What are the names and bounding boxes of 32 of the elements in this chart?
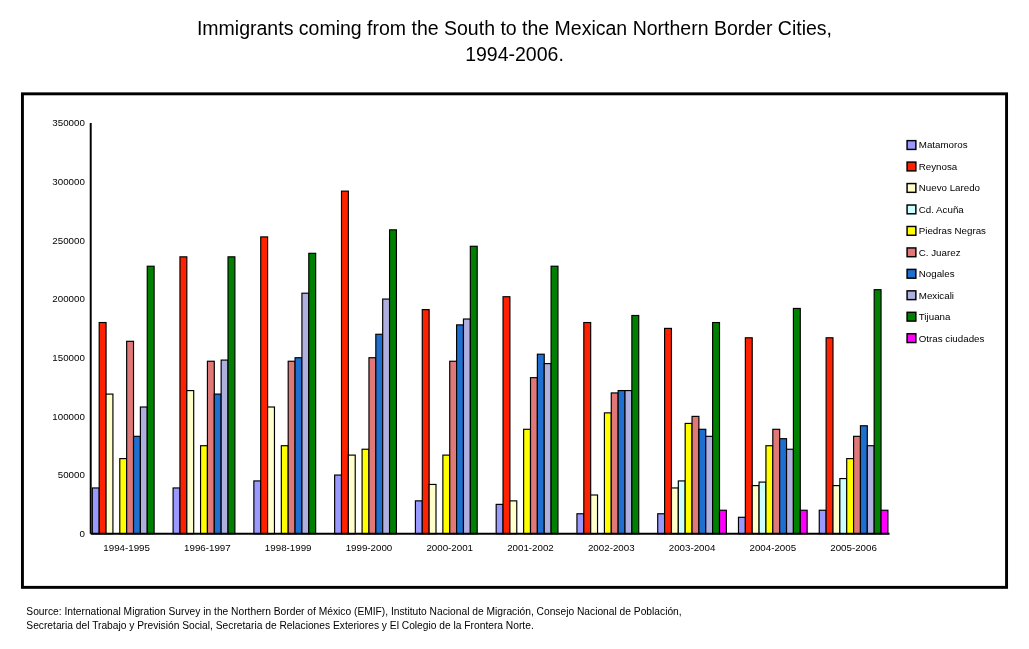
legend-label: Otras ciudades <box>918 332 985 344</box>
legend-label: C. Juarez <box>918 246 961 258</box>
y-tick-label: 300000 <box>52 176 86 188</box>
x-tick-label: 2001-2002 <box>507 542 554 554</box>
y-tick-label: 350000 <box>52 117 86 129</box>
legend-label: Reynosa <box>918 160 958 172</box>
text: Secretaria del Trabajo y Previsión Social, Secretaria de Relaciones Exteriores y El Colegio de la Frontera Norte. <box>26 620 534 632</box>
legend-label: Mexicali <box>918 289 954 301</box>
legend-label: Cd. Acuña <box>918 203 965 215</box>
x-tick-label: 2003-2004 <box>668 542 716 554</box>
y-tick-label: 200000 <box>52 293 86 305</box>
legend-label: Nuevo Laredo <box>918 182 981 194</box>
source-note: Source: International Migration Survey in the Northern Border of México (EMIF), Instituto Nacional de Migración, Consejo Nacional de Población, <box>26 605 682 617</box>
x-tick-label: 2004-2005 <box>749 542 797 554</box>
x-tick-label: 2002-2003 <box>587 542 635 554</box>
x-tick-label: 2005-2006 <box>830 542 877 554</box>
y-tick-label: 100000 <box>52 410 86 422</box>
legend-label: Piedras Negras <box>918 225 987 237</box>
legend-label: Tijuana <box>918 311 951 323</box>
x-tick-label: 1994-1995 <box>103 542 151 554</box>
y-tick-label: 0 <box>79 528 86 540</box>
x-tick-label: 1999-2000 <box>345 542 393 554</box>
x-tick-label: 2000-2001 <box>426 542 474 554</box>
chart-subtitle: 1994-2006. <box>465 42 564 65</box>
y-tick-label: 50000 <box>57 469 86 481</box>
legend-label: Nogales <box>918 268 955 280</box>
y-tick-label: 150000 <box>52 352 86 364</box>
x-tick-label: 1996-1997 <box>184 542 231 554</box>
y-tick-label: 250000 <box>52 234 86 246</box>
x-tick-label: 1998-1999 <box>264 542 312 554</box>
legend-label: Matamoros <box>918 139 968 151</box>
chart-title: Immigrants coming from the South to the Mexican Northern Border Cities, <box>196 17 833 40</box>
